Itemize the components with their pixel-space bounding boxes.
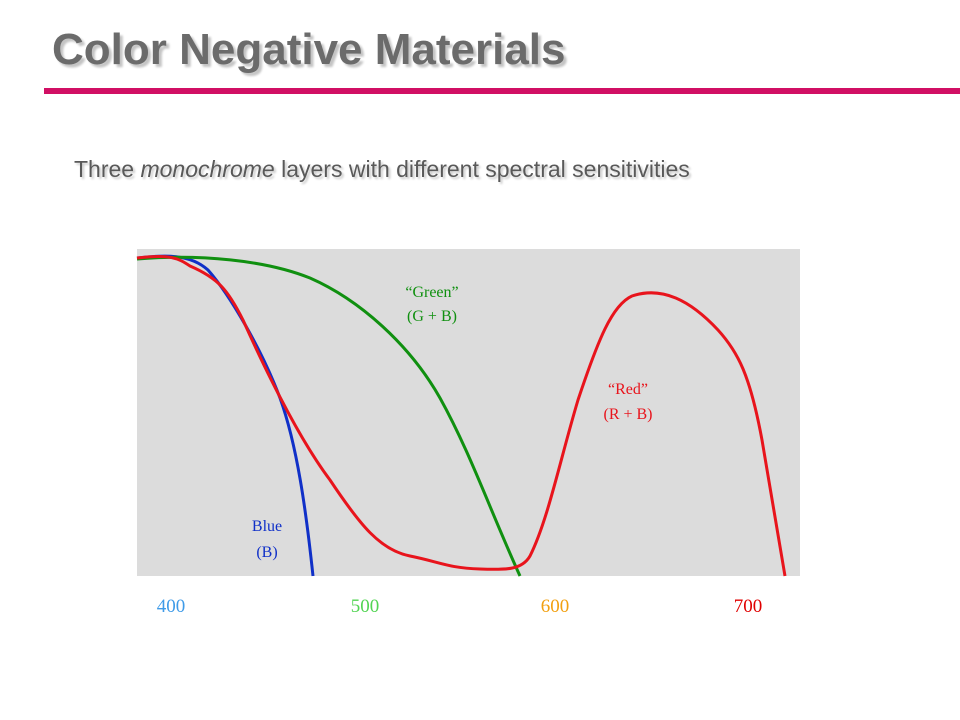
- subtitle-end: layers with different spectral sensitivi…: [274, 156, 690, 182]
- x-tick-label: 600: [541, 596, 570, 617]
- subtitle-start: Three: [74, 156, 141, 182]
- blue-label-line-1: Blue: [252, 518, 282, 535]
- blue-label-line-2: (B): [256, 544, 277, 561]
- green-label-line-2: (G + B): [407, 308, 457, 325]
- x-tick-label: 700: [734, 596, 763, 617]
- slide-title: Color Negative Materials: [52, 25, 566, 74]
- red-sensitivity-curve: [136, 254, 787, 577]
- red-label-line-2: (R + B): [603, 406, 652, 423]
- green-sensitivity-curve: [136, 255, 522, 577]
- red-label-line-1: “Red”: [608, 381, 648, 398]
- x-tick-label: 400: [157, 596, 186, 617]
- slide-subtitle: Three monochrome layers with different s…: [74, 156, 690, 183]
- subtitle-emphasis: monochrome: [140, 156, 275, 182]
- green-label-line-1: “Green”: [405, 284, 458, 301]
- x-tick-label: 500: [351, 596, 380, 617]
- title-underline: [44, 88, 960, 94]
- plot-area: [137, 249, 800, 576]
